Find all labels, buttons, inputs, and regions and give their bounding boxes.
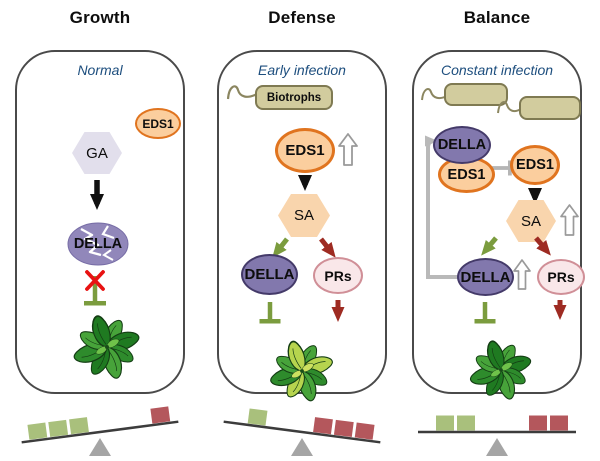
increase-up-arrow-icon: [513, 259, 531, 290]
node-ga-hexagon: GA: [72, 132, 122, 174]
defense-weight-square: [333, 419, 354, 438]
red-down-arrow-icon: [331, 300, 345, 322]
defense-weight-square: [313, 417, 333, 435]
fulcrum-icon: [486, 438, 508, 456]
node-della: DELLA: [241, 254, 298, 295]
balance-scale-balanced: [418, 415, 576, 456]
panel-defense: Early infection Biotrophs EDS1 SA: [217, 50, 387, 394]
gray-inhibition-t-bar-icon: [492, 160, 512, 176]
node-della-in-complex: DELLA: [433, 126, 491, 164]
node-eds1: EDS1: [510, 145, 560, 185]
column-title-growth: Growth: [69, 8, 131, 27]
balance-scale-defense: [223, 408, 381, 456]
growth-weight-square: [457, 415, 475, 431]
bacterium: [444, 83, 508, 106]
panel-balance: Constant infection EDS1: [412, 50, 585, 394]
node-eds1-in-complex: EDS1: [438, 156, 495, 193]
defense-weight-square: [150, 406, 171, 424]
plant-rosette-icon: [454, 330, 548, 410]
blocked-inhibition-icon: [84, 270, 106, 306]
activation-arrow-icon: [528, 188, 542, 204]
column-title-defense: Defense: [268, 8, 336, 27]
activation-arrow-icon: [298, 175, 312, 191]
inhibition-t-bar-icon: [474, 302, 496, 324]
condition-label: Early infection: [258, 62, 346, 78]
node-eds1: EDS1: [135, 108, 181, 139]
plant-rosette-icon: [59, 304, 155, 390]
green-activation-arrow-icon: [481, 236, 498, 256]
growth-weight-square: [69, 417, 89, 435]
red-activation-arrow-icon: [534, 236, 551, 256]
condition-label: Constant infection: [440, 62, 554, 78]
growth-weight-square: [48, 419, 69, 438]
panel-growth: Normal EDS1 GA DELLA: [15, 50, 185, 394]
condition-label: Normal: [77, 62, 123, 78]
flagellum-icon: [497, 101, 522, 114]
node-della-degraded: DELLA: [67, 222, 129, 266]
degraded-ellipse-icon: [67, 222, 129, 266]
flagellum-icon: [226, 85, 258, 100]
bacterium: [519, 96, 581, 120]
red-down-arrow-icon: [553, 300, 567, 320]
node-prs: PRs: [313, 257, 363, 294]
growth-weight-square: [247, 408, 268, 426]
node-sa-hexagon: SA: [278, 194, 330, 237]
plant-rosette-icon: [255, 330, 349, 412]
growth-weight-square: [27, 422, 48, 440]
increase-up-arrow-icon: [560, 204, 579, 236]
fulcrum-icon: [291, 438, 313, 456]
green-activation-arrow-icon: [272, 237, 289, 258]
column-title-balance: Balance: [463, 8, 531, 27]
fulcrum-icon: [89, 438, 111, 456]
feedback-loop-arrow-icon: [424, 135, 459, 279]
node-eds1: EDS1: [275, 128, 335, 173]
defense-weight-square: [354, 422, 375, 440]
biotroph-bacterium: Biotrophs: [255, 85, 333, 110]
activation-arrow-icon: [90, 180, 104, 210]
increase-up-arrow-icon: [338, 133, 358, 166]
red-activation-arrow-icon: [319, 237, 336, 258]
flagellum-icon: [421, 88, 448, 101]
inhibition-t-bar-icon: [259, 302, 281, 324]
node-della: DELLA: [457, 258, 514, 296]
defense-weight-square: [550, 415, 568, 431]
growth-weight-square: [436, 415, 454, 431]
node-prs: PRs: [537, 259, 585, 295]
defense-weight-square: [529, 415, 547, 431]
balance-scale-growth: [21, 406, 179, 456]
